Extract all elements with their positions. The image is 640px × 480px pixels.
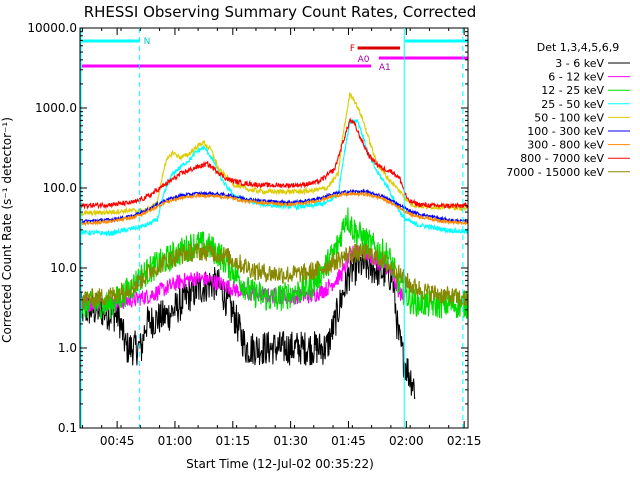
y-axis-label: Corrected Count Rate (s⁻¹ detector⁻¹) — [0, 117, 14, 343]
series-12-25kev — [79, 207, 469, 321]
flag-label-night: N — [144, 37, 151, 47]
flag-label-a1: A1 — [379, 63, 391, 73]
x-tick-label: 01:00 — [158, 434, 193, 448]
x-tick-label: 01:30 — [273, 434, 308, 448]
series-7000-15000kev — [79, 241, 469, 309]
legend-label: 300 - 800 keV — [527, 139, 604, 152]
legend-label: 25 - 50 keV — [541, 98, 604, 111]
x-tick-label: 02:15 — [447, 434, 482, 448]
flag-label-flare: F — [350, 44, 355, 54]
y-tick-label: 10000.0 — [27, 21, 77, 35]
x-tick-label: 00:45 — [100, 434, 135, 448]
y-tick-label: 1000.0 — [35, 101, 77, 115]
flag-label-a0: A0 — [358, 55, 370, 65]
x-tick-label: 01:45 — [331, 434, 366, 448]
legend-label: 7000 - 15000 keV — [506, 166, 604, 179]
plot-frame — [79, 27, 469, 429]
legend-title: Det 1,3,4,5,6,9 — [537, 41, 620, 54]
y-tick-label: 100.0 — [43, 181, 77, 195]
series-50-100kev — [79, 92, 469, 218]
y-tick-label: 1.0 — [58, 341, 77, 355]
y-tick-label: 0.1 — [58, 421, 77, 435]
legend-label: 100 - 300 keV — [527, 125, 604, 138]
flag-bars: N FA0 A1 — [81, 37, 468, 73]
series-25-50kev — [79, 118, 469, 237]
legend-label: 50 - 100 keV — [534, 111, 604, 124]
series-layer — [79, 92, 469, 399]
legend-label: 3 - 6 keV — [555, 57, 604, 70]
series-300-800kev — [79, 190, 468, 227]
legend-label: 800 - 7000 keV — [520, 152, 604, 165]
series-100-300kev — [79, 188, 468, 225]
chart-title: RHESSI Observing Summary Count Rates, Co… — [84, 3, 477, 21]
y-tick-label: 10.0 — [50, 261, 77, 275]
x-tick-label: 01:15 — [216, 434, 251, 448]
x-tick-label: 02:00 — [389, 434, 424, 448]
x-axis-label: Start Time (12-Jul-02 00:35:22) — [186, 457, 374, 471]
legend-label: 12 - 25 keV — [541, 84, 604, 97]
legend-label: 6 - 12 keV — [548, 71, 604, 84]
series-800-7000kev — [79, 117, 469, 210]
axes-layer: 0.1 1.0 10.0 100.0 1000.0 10000.0 00:45 01:00 01… — [27, 21, 481, 448]
series-3-6kev — [79, 248, 416, 399]
frame-layer — [79, 27, 469, 429]
